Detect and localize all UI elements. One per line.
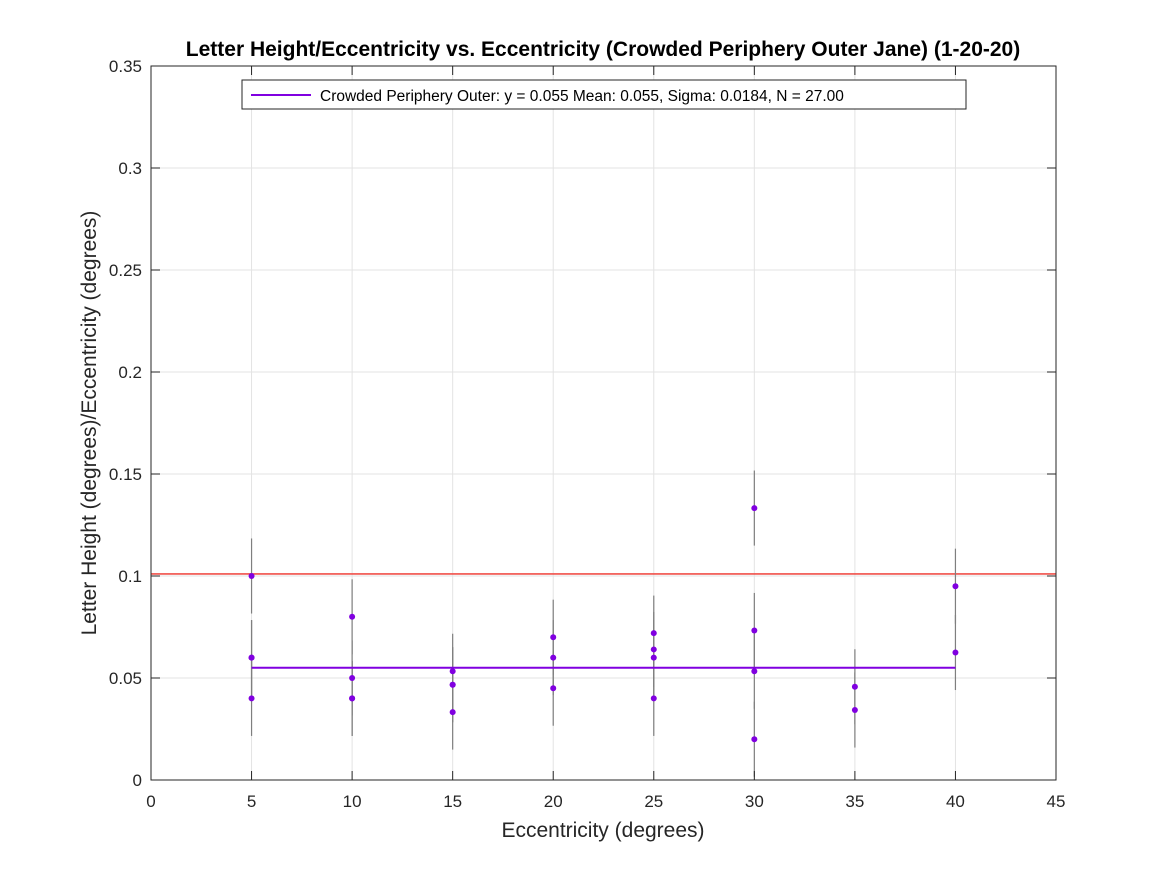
data-point <box>751 668 758 675</box>
data-point <box>751 736 758 743</box>
data-point <box>449 709 456 716</box>
x-tick-label: 30 <box>745 792 764 811</box>
x-tick-label: 5 <box>247 792 256 811</box>
data-point <box>248 573 255 579</box>
legend-box <box>241 79 967 110</box>
data-point <box>650 646 657 653</box>
data-point <box>248 654 255 661</box>
data-point <box>952 583 959 590</box>
data-point <box>650 695 657 702</box>
y-tick-label: 0 <box>133 771 142 790</box>
x-tick-label: 20 <box>544 792 563 811</box>
data-point <box>550 685 557 692</box>
x-axis-label: Eccentricity (degrees) <box>501 819 704 842</box>
axis-ticks <box>150 65 1057 781</box>
data-point <box>550 654 557 661</box>
y-axis-label: Letter Height (degrees)/Eccentricity (de… <box>78 211 101 636</box>
chart-title: Letter Height/Eccentricity vs. Eccentric… <box>186 38 1020 61</box>
y-tick-label: 0.1 <box>118 567 142 586</box>
y-tick-label: 0.2 <box>118 363 142 382</box>
data-point <box>650 654 657 661</box>
y-tick-labels: 0 0.05 0.1 0.15 0.2 0.25 0.3 0.35 <box>109 57 142 790</box>
data-point <box>751 627 758 634</box>
data-point <box>349 675 356 681</box>
data-point <box>248 695 255 702</box>
plot-area <box>151 66 1056 780</box>
x-tick-labels: 0 5 10 15 20 25 30 35 40 45 <box>146 792 1065 811</box>
data-point <box>349 695 356 702</box>
x-tick-label: 35 <box>845 792 864 811</box>
x-tick-label: 25 <box>644 792 663 811</box>
data-point <box>952 649 959 656</box>
data-point <box>449 681 456 688</box>
legend-label: Crowded Periphery Outer: y = 0.055 Mean:… <box>320 88 844 105</box>
data-point <box>851 683 858 690</box>
data-point <box>550 634 557 641</box>
data-point <box>851 707 858 714</box>
x-tick-label: 15 <box>443 792 462 811</box>
grid <box>151 66 1056 780</box>
y-tick-label: 0.25 <box>109 261 142 280</box>
data-point <box>449 668 456 675</box>
data-point <box>349 613 356 620</box>
legend: Crowded Periphery Outer: y = 0.055 Mean:… <box>241 79 967 110</box>
data-points <box>248 505 959 743</box>
x-tick-label: 10 <box>343 792 362 811</box>
x-tick-label: 40 <box>946 792 965 811</box>
y-tick-label: 0.05 <box>109 669 142 688</box>
x-tick-label: 45 <box>1047 792 1066 811</box>
y-tick-label: 0.35 <box>109 57 142 76</box>
y-tick-label: 0.3 <box>118 159 142 178</box>
plot-frame <box>150 65 1057 781</box>
data-point <box>751 505 758 512</box>
x-tick-label: 0 <box>146 792 155 811</box>
y-tick-label: 0.15 <box>109 465 142 484</box>
data-point <box>650 630 657 637</box>
